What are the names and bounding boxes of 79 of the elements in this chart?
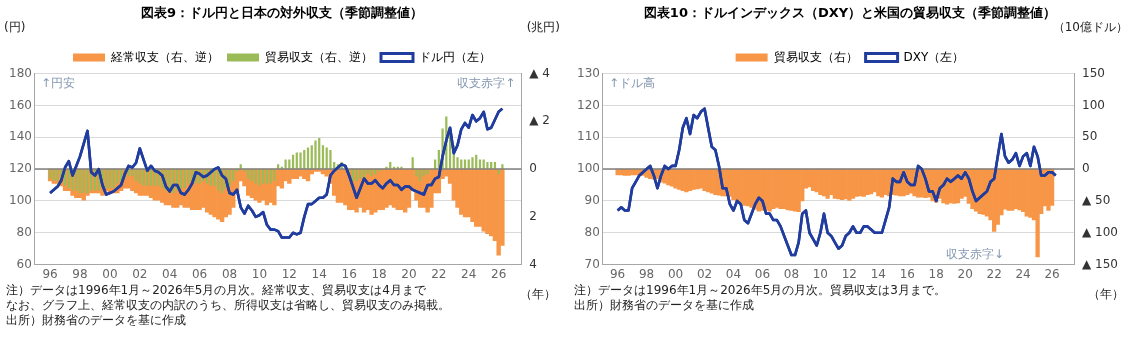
y2-tick-label: 0 [529,161,537,176]
chart-title: 図表10：ドルインデックス（DXY）と米国の貿易収支（季節調整値） [643,5,1057,21]
y-tick-label: 80 [584,224,600,239]
x-tick-label: 06 [754,266,771,281]
y-tick-label: 130 [577,65,600,80]
annotation: 収支赤字↓ [945,246,1005,261]
y-tick-label: 140 [9,129,32,144]
x-tick-label: 02 [132,266,148,281]
y2-tick-label: 2 [529,208,537,223]
y2-tick-label: 4 [529,256,537,271]
legend-label: DXY（左） [903,49,965,64]
annotation: 収支赤字↑ [457,75,516,90]
y2-tick-label: ▲ 150 [1082,256,1119,271]
x-tick-label: 98 [638,266,655,281]
y2-tick-label: ▲ 4 [529,65,551,80]
y-tick-label: 120 [9,161,32,176]
x-tick-label: 14 [870,266,886,281]
x-tick-label: 10 [251,266,268,281]
x-tick-label: 10 [812,266,829,281]
text: なお、グラフ上、経常収支の内訳のうち、所得収支は省略し、貿易収支のみ掲載。 [6,298,450,312]
x-tick-label: 24 [461,266,477,281]
y2-tick-label: ▲ 2 [529,113,551,128]
text: 出所）財務省のデータを基に作成 [6,313,187,328]
y2-tick-label: 0 [1082,161,1090,176]
chart-title: 図表9：ドル円と日本の対外収支（季節調整値） [140,5,424,21]
x-tick-label: 18 [928,266,944,281]
x-tick-label: 14 [311,266,327,281]
x-tick-label: 12 [841,266,857,281]
y2-axis-title: （10億ドル） [1052,20,1128,35]
y2-tick-label: ▲ 50 [1082,193,1111,208]
x-tick-label: 22 [986,266,1002,281]
legend-label: ドル円（左） [419,49,491,64]
x-tick-label: 00 [102,266,118,281]
y-tick-label: 180 [9,65,32,80]
legend-label: 経常収支（右、逆） [110,49,219,64]
y-tick-label: 90 [584,193,600,208]
x-tick-label: 20 [957,266,973,281]
y2-tick-label: 100 [1082,97,1105,112]
x-tick-label: 08 [221,266,238,281]
x-axis-title: （年） [520,286,556,303]
x-tick-label: 12 [281,266,297,281]
y2-tick-label: ▲ 100 [1082,224,1119,239]
annotation: ↑ドル高 [608,75,655,90]
y-tick-label: 70 [584,256,600,271]
x-tick-label: 00 [667,266,684,281]
legend-label: 貿易収支（右） [773,49,858,64]
x-tick-label: 16 [341,266,357,281]
x-tick-label: 24 [1015,266,1031,281]
y-tick-label: 80 [16,224,32,239]
x-tick-label: 16 [899,266,915,281]
x-tick-label: 96 [42,266,58,281]
x-tick-label: 04 [725,266,742,281]
y-tick-label: 100 [9,193,32,208]
x-tick-label: 96 [609,266,626,281]
y-tick-label: 160 [9,97,32,112]
text: 出所）財務省のデータを基に作成 [574,298,754,312]
x-tick-label: 04 [162,266,178,281]
x-tick-label: 98 [72,266,88,281]
y-tick-label: 110 [577,129,600,144]
x-tick-label: 20 [401,266,417,281]
text: 注）データは1996年1月～2026年5月の月次。経常収支、貿易収支は4月まで [6,283,426,297]
x-tick-label: 26 [1044,266,1060,281]
x-axis-title: （年） [1088,286,1124,303]
x-tick-label: 26 [491,266,507,281]
x-tick-label: 18 [371,266,387,281]
text: 注）データは1996年1月～2026年5月の月次。貿易収支は3月まで。 [574,283,946,297]
y2-axis-title: (兆円) [526,20,560,35]
y-tick-label: 120 [577,97,600,112]
y2-tick-label: 50 [1082,129,1098,144]
y-tick-label: 60 [16,256,32,271]
y-tick-label: 100 [577,161,600,176]
x-tick-label: 22 [431,266,447,281]
x-tick-label: 06 [191,266,208,281]
y-axis-title: (円) [4,20,26,35]
annotation: ↑円安 [40,75,75,90]
x-tick-label: 08 [783,266,800,281]
x-tick-label: 02 [696,266,713,281]
y2-tick-label: 150 [1082,65,1105,80]
legend-label: 貿易収支（右、逆） [265,49,373,64]
